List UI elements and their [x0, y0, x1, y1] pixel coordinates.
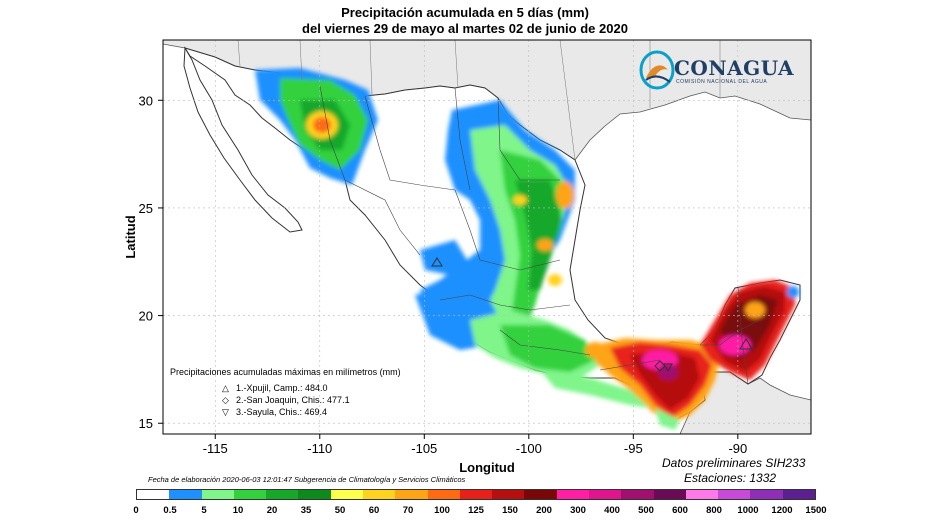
- triangle-down-icon: ▽: [222, 407, 229, 417]
- colorbar-swatch: [588, 490, 622, 499]
- y-axis-title: Latitud: [123, 215, 138, 258]
- x-tick-label: -90: [728, 441, 747, 456]
- colorbar-label: 1500: [805, 505, 827, 516]
- map-title-line1: Precipitación acumulada en 5 días (mm): [341, 5, 589, 20]
- plot-frame: [162, 39, 812, 435]
- colorbar-swatch: [750, 490, 783, 499]
- colorbar-swatch: [621, 490, 654, 499]
- colorbar-swatch: [718, 490, 751, 499]
- station-markers: [431, 257, 753, 373]
- map-title-line2: del viernes 29 de mayo al martes 02 de j…: [302, 21, 628, 36]
- colorbar-label: 20: [266, 505, 278, 516]
- colorbar-swatch: [330, 490, 363, 499]
- colorbar-label: 50: [334, 505, 346, 516]
- colorbar-label: 35: [300, 505, 312, 516]
- baja-california: [183, 46, 303, 233]
- x-tick-label: -115: [203, 441, 228, 456]
- stations-count: Estaciones: 1332: [684, 471, 777, 485]
- colorbar-swatch: [459, 490, 493, 499]
- colorbar-label: 150: [502, 505, 518, 516]
- colorbar-swatch: [298, 490, 331, 499]
- colorbar-label: 60: [368, 505, 380, 516]
- max-precip-item: △ 1.-Xpujil, Camp.: 484.0: [170, 382, 430, 394]
- colorbar-label: 300: [570, 505, 586, 516]
- station-marker-central: [431, 257, 443, 267]
- station-sayula-marker: [663, 363, 673, 373]
- x-tick-label: -105: [411, 441, 437, 456]
- station-san-joaquin-marker: [654, 360, 666, 372]
- triangle-up-icon: △: [222, 383, 229, 393]
- colorbar-label: 0: [133, 505, 139, 516]
- colorbar-label: 70: [402, 505, 414, 516]
- axis-ticks: -115 -110 -105 -100 -95 -90 30 25 20 15: [139, 93, 748, 456]
- conagua-logo-icon: [639, 50, 675, 90]
- colorbar-swatch: [653, 490, 686, 499]
- colorbar-label: 1200: [771, 505, 793, 516]
- station-xpujil-marker: [739, 338, 753, 350]
- colorbar-swatch: [169, 490, 202, 499]
- colorbar-swatch: [201, 490, 234, 499]
- logo-name: CONAGUA: [674, 56, 795, 80]
- y-tick-label: 30: [139, 93, 153, 108]
- max-precip-item-text: 3.-Sayula, Chis.: 469.4: [236, 407, 328, 417]
- lat-lon-grid: [163, 40, 811, 434]
- diamond-icon: ◇: [222, 395, 229, 405]
- colorbar-swatch: [266, 490, 299, 499]
- max-precip-item: ▽ 3.-Sayula, Chis.: 469.4: [170, 406, 430, 418]
- colorbar-swatch: [524, 490, 557, 499]
- precip-colorbar: [136, 489, 816, 500]
- colorbar-swatch: [685, 490, 719, 499]
- x-tick-label: -95: [624, 441, 643, 456]
- x-axis-title: Longitud: [459, 460, 515, 475]
- colorbar-label: 500: [638, 505, 654, 516]
- max-precip-item: ◇ 2.-San Joaquin, Chis.: 477.1: [170, 394, 430, 406]
- max-precip-legend: Precipitaciones acumuladas máximas en mi…: [170, 366, 430, 418]
- colorbar-swatch: [782, 490, 815, 499]
- preliminary-data-note: Datos preliminares SIH233: [662, 456, 806, 470]
- colorbar-swatch: [492, 490, 525, 499]
- state-borders: [319, 85, 761, 385]
- colorbar-label: 10: [232, 505, 244, 516]
- credit-line: Fecha de elaboración 2020-06-03 12:01:47…: [148, 475, 466, 484]
- y-tick-label: 20: [139, 309, 153, 324]
- logo-subtitle: COMISIÓN NACIONAL DEL AGUA: [676, 79, 768, 85]
- y-tick-label: 15: [139, 416, 153, 431]
- colorbar-label: 125: [468, 505, 484, 516]
- y-tick-label: 25: [139, 201, 153, 216]
- colorbar-label: 600: [672, 505, 688, 516]
- map-plot-area: [163, 40, 811, 434]
- colorbar-label: 200: [536, 505, 552, 516]
- colorbar-label: 0.5: [163, 505, 177, 516]
- max-precip-legend-header: Precipitaciones acumuladas máximas en mi…: [170, 367, 401, 377]
- colorbar-swatch: [137, 490, 170, 499]
- colorbar-label: 1000: [737, 505, 759, 516]
- colorbar-swatch: [233, 490, 267, 499]
- colorbar-swatch: [395, 490, 428, 499]
- colorbar-label: 400: [604, 505, 620, 516]
- precipitation-field: [255, 68, 799, 430]
- colorbar-swatch: [362, 490, 396, 499]
- colorbar-label: 5: [201, 505, 207, 516]
- x-tick-label: -110: [307, 441, 332, 456]
- max-precip-item-text: 1.-Xpujil, Camp.: 484.0: [236, 383, 328, 393]
- colorbar-swatch: [427, 490, 460, 499]
- x-tick-label: -100: [516, 441, 542, 456]
- max-precip-item-text: 2.-San Joaquin, Chis.: 477.1: [236, 395, 350, 405]
- colorbar-label: 100: [434, 505, 450, 516]
- colorbar-swatch: [556, 490, 589, 499]
- colorbar-label: 800: [706, 505, 722, 516]
